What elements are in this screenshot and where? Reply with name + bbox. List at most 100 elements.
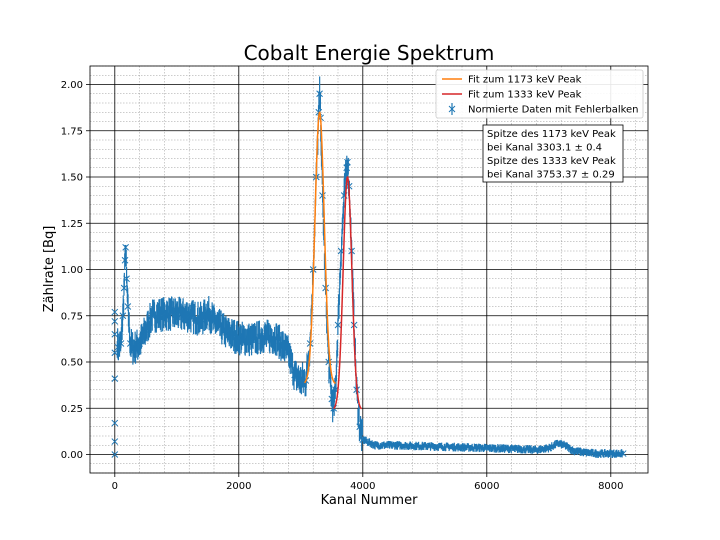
data-point-marker: [185, 312, 193, 320]
data-point-marker: [111, 349, 119, 357]
data-point: [343, 164, 351, 172]
data-point-marker: [560, 441, 568, 449]
data-point-marker: [421, 442, 429, 450]
data-point: [130, 345, 137, 353]
data-point-marker: [111, 375, 119, 383]
legend-box: [435, 69, 644, 119]
data-point-marker: [319, 192, 326, 199]
data-point: [111, 419, 119, 427]
data-point-marker: [120, 284, 128, 292]
data-point-marker: [130, 345, 137, 353]
data-point: [111, 438, 119, 445]
data-point: [334, 321, 342, 329]
data-point: [452, 443, 460, 451]
data-point-marker: [570, 447, 577, 455]
data-point: [316, 90, 323, 98]
data-point-marker: [316, 90, 323, 98]
data-point: [328, 395, 336, 403]
data-point-marker: [111, 308, 119, 316]
x-tick-label: 2000: [226, 481, 251, 492]
y-tick-label: 0.25: [61, 404, 83, 415]
data-point: [390, 441, 398, 449]
x-tick-label: 0: [112, 481, 118, 492]
y-tick-label: 0.75: [61, 311, 83, 322]
data-point-marker: [390, 441, 398, 449]
data-point: [121, 256, 129, 264]
data-point-marker: [325, 358, 333, 366]
data-point-marker: [514, 445, 522, 453]
data-point: [619, 450, 627, 457]
fit-curves: [303, 111, 363, 410]
data-point-marker: [359, 436, 367, 444]
data-point: [607, 450, 615, 457]
y-tick-label: 0.00: [61, 450, 83, 461]
data-point-marker: [148, 312, 156, 320]
legend-swatch: [448, 105, 456, 113]
data-point: [272, 334, 280, 342]
data-point: [198, 316, 205, 323]
data-point-marker: [119, 312, 127, 320]
data-point: [117, 340, 125, 347]
x-tick-label: 6000: [474, 481, 499, 492]
data-point: [356, 423, 364, 431]
data-point: [123, 275, 130, 283]
data-point: [120, 284, 128, 292]
data-point-marker: [173, 310, 181, 318]
fit-1333-curve: [333, 175, 363, 410]
data-point: [136, 340, 143, 347]
annotation-line: Spitze des 1333 keV Peak: [487, 156, 616, 167]
data-point-marker: [595, 450, 602, 457]
fit-1173-curve: [303, 111, 336, 385]
data-point-marker: [328, 395, 336, 403]
major-grid: [90, 66, 648, 473]
data-point: [204, 308, 212, 316]
annotation-line: bei Kanal 3753.37 ± 0.29: [487, 170, 615, 181]
data-point: [161, 310, 168, 318]
data-point: [371, 441, 379, 449]
data-point-marker: [111, 317, 119, 325]
x-axis-ticks: 0 2000 4000 6000 8000: [112, 473, 624, 492]
data-point-marker: [123, 275, 130, 283]
data-point-marker: [111, 330, 119, 338]
data-point: [247, 336, 255, 344]
data-point-marker: [356, 423, 364, 431]
y-axis-label: Zählrate [Bq]: [42, 226, 57, 313]
data-point-marker: [344, 158, 351, 166]
data-point: [533, 446, 540, 454]
data-point: [185, 312, 193, 320]
data-point: [148, 312, 156, 320]
data-point-marker: [204, 308, 212, 316]
legend-label: Fit zum 1333 keV Peak: [468, 90, 582, 101]
data-point: [570, 447, 577, 455]
data-point: [111, 317, 119, 325]
data-point: [595, 450, 602, 457]
data-point: [111, 451, 119, 458]
data-point: [142, 327, 150, 334]
data-point-marker: [291, 371, 298, 379]
data-point-marker: [272, 334, 280, 342]
x-tick-label: 4000: [350, 481, 375, 492]
data-point-marker: [260, 332, 267, 340]
data-point: [111, 330, 119, 338]
data-point-marker: [142, 327, 150, 334]
data-points: [111, 76, 627, 459]
data-point: [210, 317, 218, 325]
legend-label: Normierte Daten mit Fehlerbalken: [468, 105, 639, 116]
data-point-marker: [111, 419, 119, 427]
data-point: [291, 371, 298, 379]
data-point-marker: [198, 316, 205, 323]
data-point-marker: [136, 340, 143, 347]
y-tick-label: 1.25: [61, 219, 83, 230]
data-point-marker: [343, 164, 351, 172]
peak-annotation: Spitze des 1173 keV Peak bei Kanal 3303.1…: [482, 124, 624, 183]
data-point-marker: [235, 334, 243, 342]
y-tick-label: 1.50: [61, 173, 83, 184]
data-point-marker: [545, 444, 553, 452]
data-point: [223, 329, 230, 336]
data-point-marker: [619, 450, 627, 457]
annotation-line: bei Kanal 3303.1 ± 0.4: [487, 143, 602, 154]
data-point-marker: [554, 440, 562, 447]
data-point: [297, 377, 305, 384]
y-tick-label: 1.75: [61, 126, 83, 137]
